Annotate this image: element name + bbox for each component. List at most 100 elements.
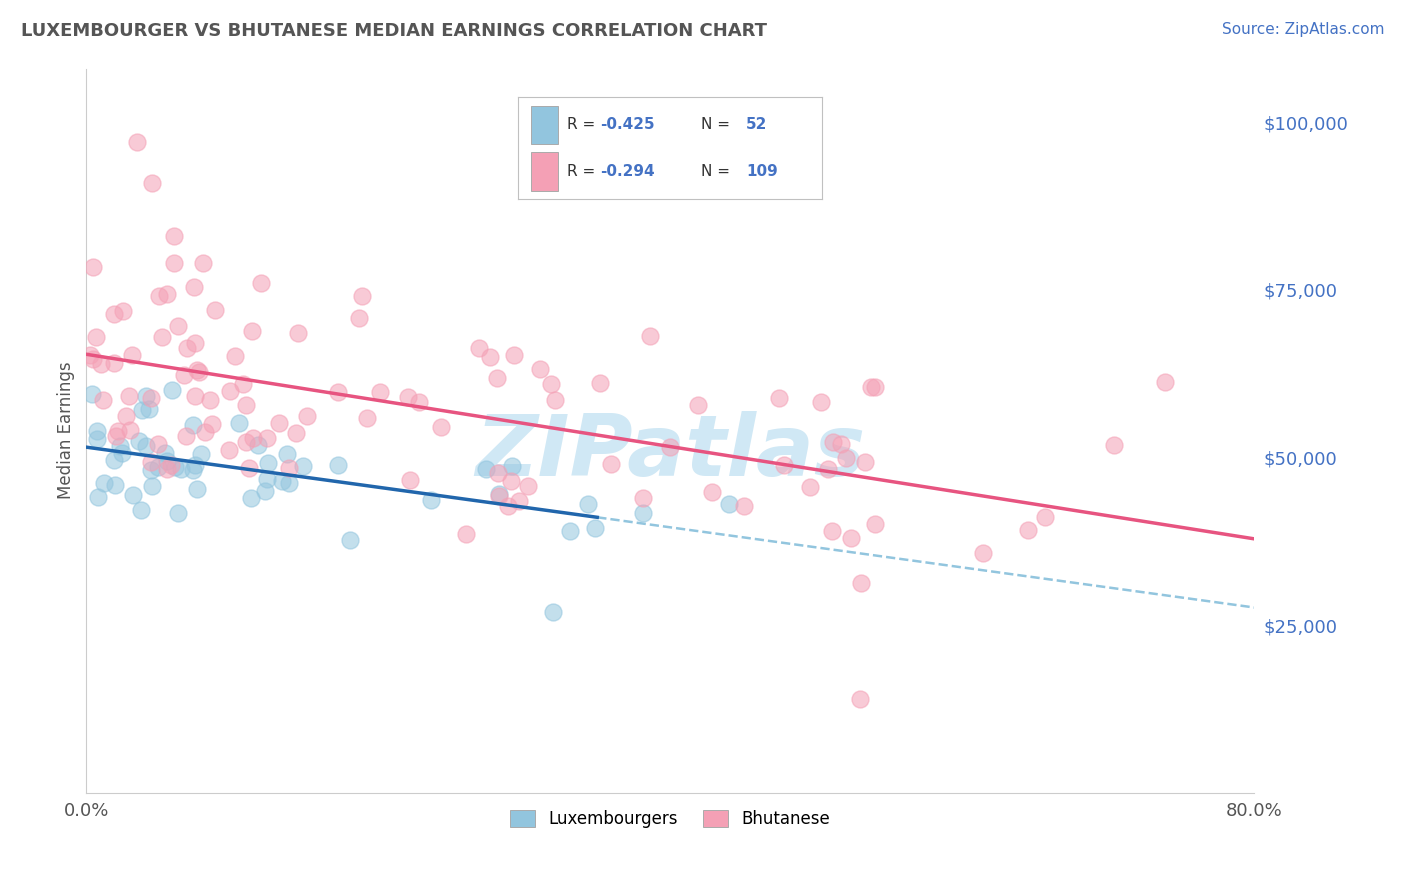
- Point: [638, 329, 661, 343]
- Point: [118, 423, 141, 437]
- Point: [218, 442, 240, 457]
- Point: [486, 466, 509, 480]
- Point: [430, 419, 453, 434]
- Point: [141, 455, 163, 469]
- Point: [146, 460, 169, 475]
- Point: [503, 348, 526, 362]
- Point: [127, 136, 149, 150]
- Point: [201, 417, 224, 431]
- Point: [181, 463, 204, 477]
- Point: [860, 380, 883, 394]
- Point: [82, 351, 104, 366]
- Point: [339, 533, 361, 547]
- Point: [834, 451, 856, 466]
- Point: [131, 402, 153, 417]
- Point: [863, 380, 886, 394]
- Point: [146, 437, 169, 451]
- Point: [1154, 375, 1177, 389]
- Point: [103, 307, 125, 321]
- Point: [163, 229, 186, 244]
- Point: [240, 491, 263, 506]
- Point: [1033, 510, 1056, 524]
- Point: [186, 482, 208, 496]
- Point: [544, 393, 567, 408]
- Point: [600, 457, 623, 471]
- Point: [256, 472, 278, 486]
- Point: [139, 463, 162, 477]
- Point: [1102, 438, 1125, 452]
- Point: [269, 416, 291, 430]
- Point: [257, 456, 280, 470]
- Point: [475, 462, 498, 476]
- Point: [540, 376, 562, 391]
- Point: [454, 526, 477, 541]
- Point: [138, 401, 160, 416]
- Point: [287, 326, 309, 341]
- Point: [160, 458, 183, 473]
- Point: [356, 410, 378, 425]
- Point: [733, 499, 755, 513]
- Point: [135, 389, 157, 403]
- Point: [150, 330, 173, 344]
- Y-axis label: Median Earnings: Median Earnings: [58, 362, 75, 500]
- Point: [170, 461, 193, 475]
- Point: [155, 446, 177, 460]
- Text: Source: ZipAtlas.com: Source: ZipAtlas.com: [1222, 22, 1385, 37]
- Point: [292, 459, 315, 474]
- Point: [121, 488, 143, 502]
- Point: [198, 393, 221, 408]
- Point: [238, 461, 260, 475]
- Point: [242, 431, 264, 445]
- Point: [576, 498, 599, 512]
- Point: [328, 384, 350, 399]
- Point: [560, 524, 582, 538]
- Point: [543, 605, 565, 619]
- Point: [235, 398, 257, 412]
- Point: [191, 256, 214, 270]
- Point: [167, 506, 190, 520]
- Point: [501, 459, 523, 474]
- Point: [853, 455, 876, 469]
- Point: [717, 497, 740, 511]
- Point: [104, 477, 127, 491]
- Point: [863, 517, 886, 532]
- Point: [517, 479, 540, 493]
- Point: [232, 377, 254, 392]
- Point: [823, 434, 845, 449]
- Point: [821, 524, 844, 538]
- Point: [486, 371, 509, 385]
- Point: [163, 459, 186, 474]
- Point: [253, 483, 276, 498]
- Point: [768, 391, 790, 405]
- Point: [830, 437, 852, 451]
- Point: [256, 431, 278, 445]
- Point: [183, 335, 205, 350]
- Point: [173, 368, 195, 383]
- Point: [326, 458, 349, 472]
- Point: [688, 398, 710, 412]
- Point: [118, 389, 141, 403]
- Point: [84, 330, 107, 344]
- Point: [160, 383, 183, 397]
- Point: [90, 357, 112, 371]
- Point: [82, 260, 104, 275]
- Point: [631, 506, 654, 520]
- Point: [148, 289, 170, 303]
- Point: [114, 409, 136, 423]
- Point: [103, 452, 125, 467]
- Point: [408, 395, 430, 409]
- Point: [224, 349, 246, 363]
- Point: [589, 376, 612, 390]
- Point: [851, 575, 873, 590]
- Point: [250, 276, 273, 290]
- Point: [194, 425, 217, 439]
- Point: [174, 429, 197, 443]
- Point: [297, 409, 319, 423]
- Point: [86, 432, 108, 446]
- Point: [141, 479, 163, 493]
- Point: [86, 424, 108, 438]
- Point: [108, 439, 131, 453]
- Point: [228, 416, 250, 430]
- Point: [488, 487, 510, 501]
- Point: [235, 434, 257, 449]
